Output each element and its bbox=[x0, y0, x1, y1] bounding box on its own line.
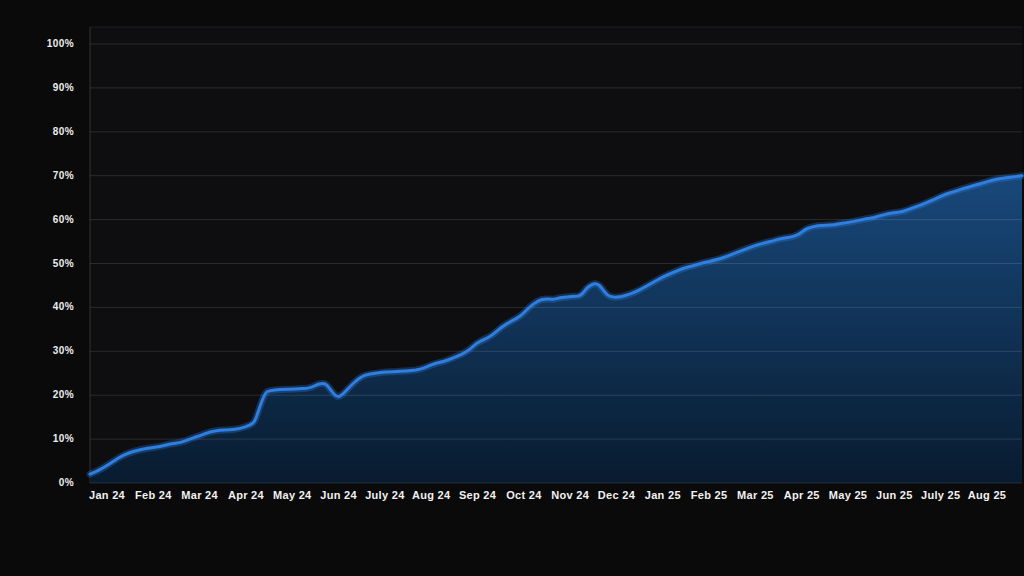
y-tick-label-90: 90% bbox=[22, 82, 74, 94]
y-tick-label-50: 50% bbox=[22, 258, 74, 270]
y-tick-label-30: 30% bbox=[22, 345, 74, 357]
y-tick-label-70: 70% bbox=[22, 170, 74, 182]
y-tick-label-0: 0% bbox=[22, 477, 74, 489]
chart-panel: 100%90%80%70%60%50%40%30%20%10%0% Jan 24… bbox=[0, 0, 1024, 576]
y-tick-label-40: 40% bbox=[22, 301, 74, 313]
x-tick-label-aug-25: Aug 25 bbox=[955, 489, 1019, 502]
y-tick-label-80: 80% bbox=[22, 126, 74, 138]
y-tick-label-100: 100% bbox=[22, 38, 74, 50]
y-tick-label-60: 60% bbox=[22, 214, 74, 226]
y-tick-label-10: 10% bbox=[22, 433, 74, 445]
y-tick-label-20: 20% bbox=[22, 389, 74, 401]
